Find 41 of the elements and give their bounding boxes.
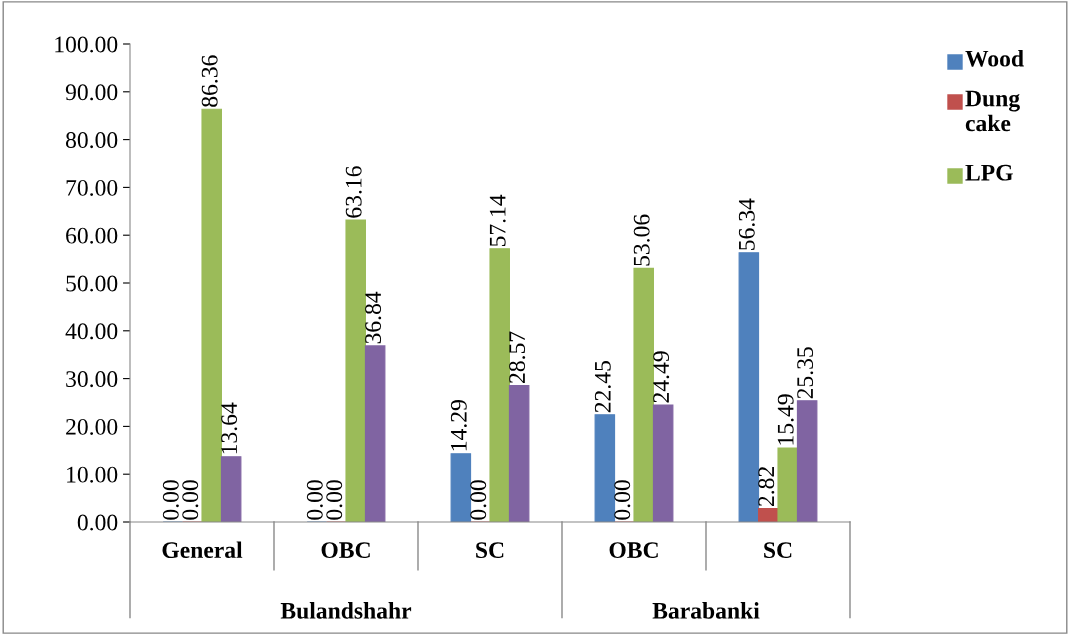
x-tick-label: SC	[476, 542, 504, 559]
y-tick-label: 80.00	[65, 132, 118, 149]
y-tick-label: 20.00	[66, 418, 118, 435]
y-tick-label: 50.00	[66, 275, 118, 292]
data-label: 0.00	[306, 480, 323, 520]
data-label: 22.45	[594, 361, 611, 413]
y-tick-label: 60.00	[66, 227, 118, 244]
y-tick-label: 40.00	[65, 323, 118, 340]
data-label: 13.64	[221, 402, 238, 454]
legend-label: Wood	[965, 50, 1024, 67]
data-label: 0.00	[614, 480, 631, 520]
data-label: 0.00	[182, 480, 199, 520]
data-label: 53.06	[633, 214, 650, 266]
data-label: 28.57	[509, 331, 526, 383]
x-tick-label: General	[162, 541, 243, 559]
legend-label: Dung cake	[965, 90, 1020, 132]
data-label: 86.36	[201, 55, 218, 107]
y-tick-label: 70.00	[66, 179, 118, 196]
data-label: 14.29	[450, 400, 467, 451]
data-label: 25.35	[797, 347, 814, 399]
text: Bulandshahr	[280, 602, 412, 619]
data-label: 0.00	[470, 480, 487, 520]
data-label: 36.84	[365, 291, 382, 344]
y-tick-label: 30.00	[66, 371, 118, 388]
x-tick-label: OBC	[321, 542, 370, 559]
data-label: 24.49	[653, 351, 670, 403]
x-tick-label: OBC	[609, 542, 658, 559]
y-tick-label: 90.00	[65, 84, 118, 101]
data-label: 57.14	[489, 194, 506, 247]
legend-label: LPG	[965, 164, 1013, 181]
text: Barabanki	[652, 602, 760, 619]
data-label: 15.49	[777, 394, 794, 445]
data-label: 56.34	[738, 198, 755, 250]
y-tick-label: 100.00	[55, 36, 118, 53]
data-label: 63.16	[345, 166, 362, 218]
data-label: 0.00	[326, 480, 343, 520]
data-label: 0.00	[162, 480, 179, 520]
x-tick-label: SC	[764, 542, 792, 559]
y-tick-label: 0.00	[77, 514, 118, 531]
data-label: 2.82	[758, 467, 775, 507]
y-tick-label: 10.00	[67, 466, 118, 483]
